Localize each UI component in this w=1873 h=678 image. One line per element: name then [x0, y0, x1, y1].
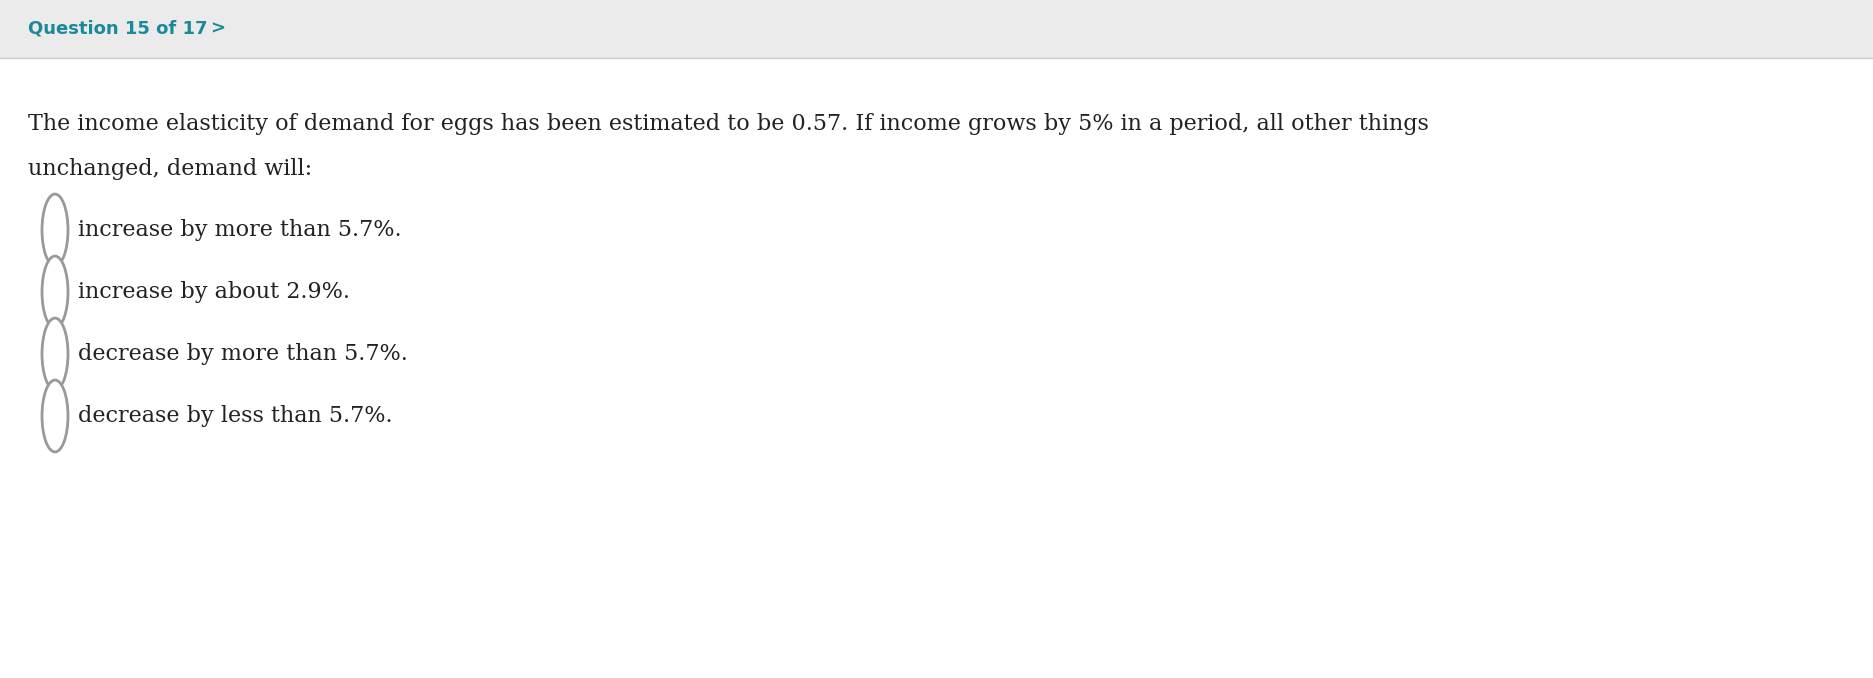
- Ellipse shape: [41, 256, 67, 328]
- Text: The income elasticity of demand for eggs has been estimated to be 0.57. If incom: The income elasticity of demand for eggs…: [28, 113, 1427, 135]
- Text: Question 15 of 17: Question 15 of 17: [28, 20, 208, 38]
- Text: decrease by less than 5.7%.: decrease by less than 5.7%.: [79, 405, 393, 427]
- Ellipse shape: [41, 380, 67, 452]
- FancyBboxPatch shape: [0, 0, 1873, 58]
- Ellipse shape: [41, 194, 67, 266]
- Ellipse shape: [41, 318, 67, 390]
- Text: >: >: [210, 20, 225, 38]
- Text: increase by about 2.9%.: increase by about 2.9%.: [79, 281, 350, 303]
- Text: decrease by more than 5.7%.: decrease by more than 5.7%.: [79, 343, 408, 365]
- Text: unchanged, demand will:: unchanged, demand will:: [28, 158, 313, 180]
- Text: increase by more than 5.7%.: increase by more than 5.7%.: [79, 219, 401, 241]
